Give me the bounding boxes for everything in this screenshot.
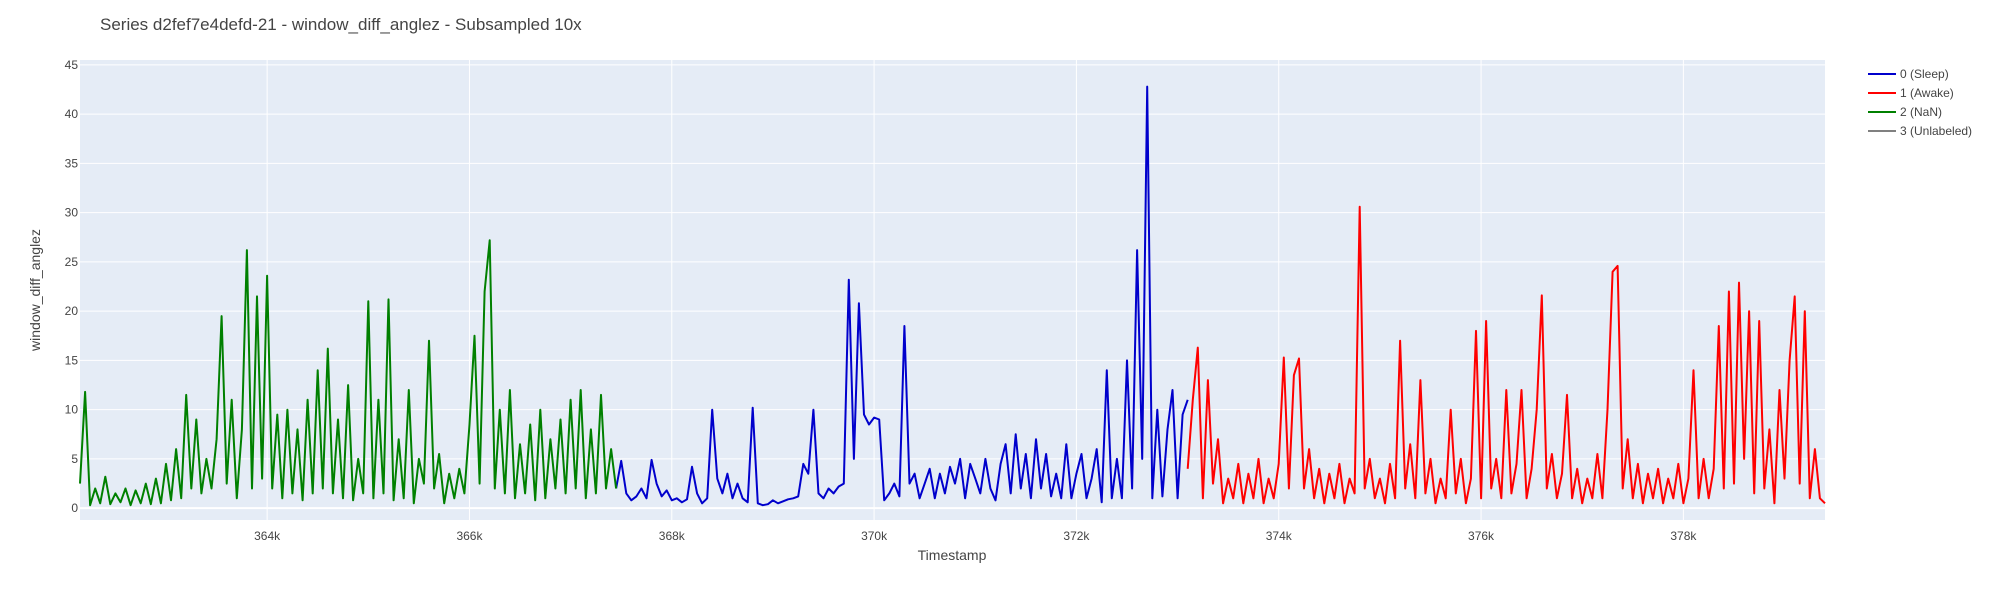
legend-item-1[interactable]: 1 (Awake) [1868,86,1954,100]
series-line-0 [615,85,1189,507]
x-tick-label: 364k [254,529,281,543]
chart-title: Series d2fef7e4defd-21 - window_diff_ang… [100,15,582,34]
y-tick-label: 35 [65,156,79,170]
legend-item-3[interactable]: 3 (Unlabeled) [1868,124,1972,138]
x-axis-title: Timestamp [918,547,987,563]
y-axis-title: window_diff_anglez [27,229,43,352]
y-tick-label: 40 [65,107,79,121]
x-tick-label: 378k [1670,529,1697,543]
x-tick-label: 368k [659,529,686,543]
series-line-2 [79,239,618,507]
legend-label: 1 (Awake) [1900,86,1954,100]
x-tick-label: 374k [1266,529,1293,543]
legend-label: 3 (Unlabeled) [1900,124,1972,138]
legend-item-0[interactable]: 0 (Sleep) [1868,67,1949,81]
legend-label: 0 (Sleep) [1900,67,1949,81]
y-tick-label: 25 [65,255,79,269]
y-tick-label: 5 [71,452,78,466]
series-lines [79,85,1826,507]
y-tick-label: 30 [65,206,79,220]
series-line-1 [1186,205,1826,505]
x-tick-label: 366k [456,529,483,543]
x-tick-label: 376k [1468,529,1495,543]
x-tick-label: 372k [1063,529,1090,543]
legend-label: 2 (NaN) [1900,105,1942,119]
y-tick-label: 10 [65,403,79,417]
y-axis-ticks: 0 5 10 15 20 25 30 35 40 45 [65,58,79,515]
x-tick-label: 370k [861,529,888,543]
legend: 0 (Sleep) 1 (Awake) 2 (NaN) 3 (Unlabeled) [1868,67,1972,138]
y-tick-label: 20 [65,304,79,318]
grid-lines [80,60,1825,520]
y-tick-label: 45 [65,58,79,72]
legend-item-2[interactable]: 2 (NaN) [1868,105,1942,119]
y-tick-label: 0 [71,501,78,515]
y-tick-label: 15 [65,353,79,367]
x-axis-ticks: 364k 366k 368k 370k 372k 374k 376k 378k [254,529,1697,543]
